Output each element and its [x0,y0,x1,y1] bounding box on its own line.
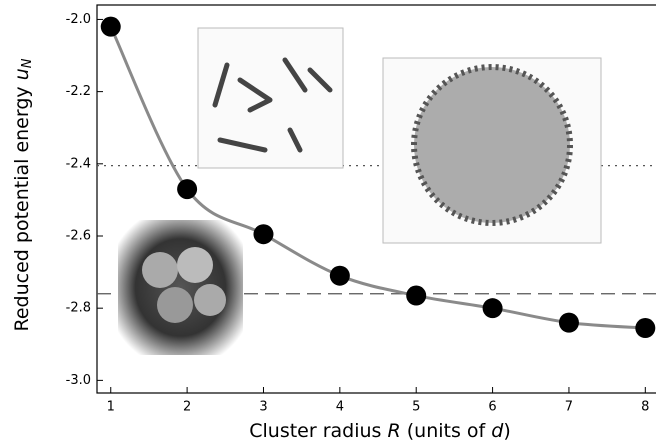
point [406,286,426,306]
x-tick-label: 4 [336,400,344,415]
inset-sphere [383,58,601,243]
y-tick-label: -3.0 [66,373,91,388]
x-tick-label: 3 [259,400,267,415]
point [330,266,350,286]
y-tick-label: -2.2 [66,84,91,99]
point [483,298,503,318]
y-tick-label: -2.4 [66,156,91,171]
x-tick-label: 1 [107,400,115,415]
x-axis-label: Cluster radius R (units of d) [249,420,511,441]
chart: -3.0 -2.8 -2.6 -2.4 -2.2 -2.0 1 2 3 4 5 6 7 8 Cluster… [0,0,656,441]
y-tick-label: -2.8 [66,301,91,316]
x-tick-label: 7 [565,400,573,415]
point [177,179,197,199]
point [253,224,273,244]
inset-rotors [198,28,343,168]
point [635,318,655,338]
point [559,313,579,333]
x-tick-label: 5 [412,400,420,415]
point [101,17,121,37]
x-tick-label: 2 [183,400,191,415]
inset-photo [118,220,243,355]
y-tick-label: -2.6 [66,228,91,243]
x-tick-label: 8 [641,400,649,415]
y-tick-label: -2.0 [66,12,91,27]
y-axis-label: Reduced potential energy uN [11,58,35,331]
x-tick-label: 6 [488,400,496,415]
